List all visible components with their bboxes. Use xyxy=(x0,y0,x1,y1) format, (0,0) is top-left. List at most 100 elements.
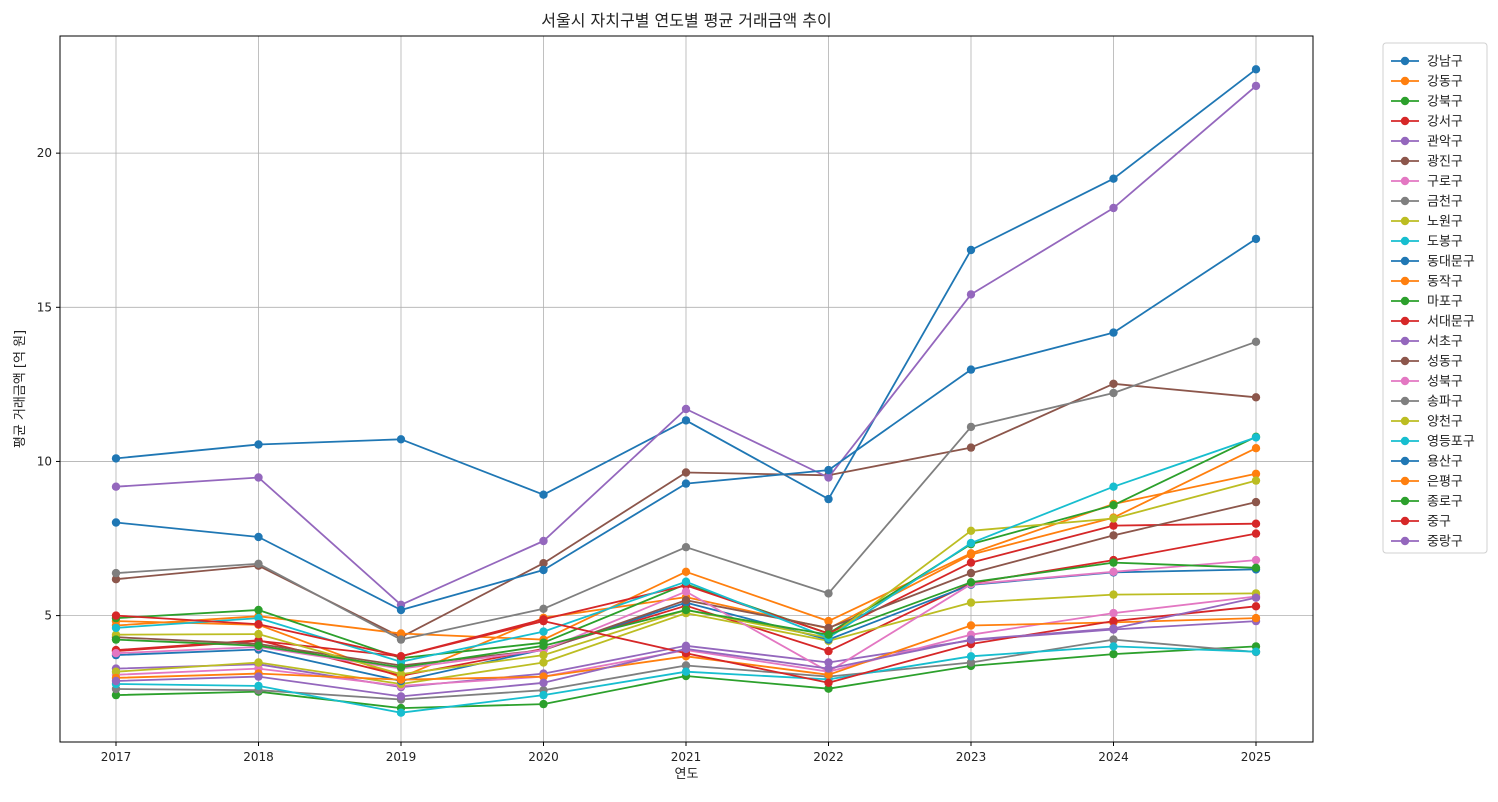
data-point xyxy=(1251,65,1261,74)
x-tick-label: 2021 xyxy=(671,750,702,764)
series-lines xyxy=(111,65,1261,717)
data-point xyxy=(539,678,548,687)
legend-label: 강남구 xyxy=(1427,55,1463,70)
legend-label: 성북구 xyxy=(1427,375,1463,390)
data-point xyxy=(1109,608,1118,618)
data-point xyxy=(824,678,833,687)
data-point xyxy=(966,652,976,661)
legend-marker xyxy=(1400,436,1410,446)
data-point xyxy=(111,568,121,578)
data-point xyxy=(1251,497,1261,507)
data-point xyxy=(1251,476,1261,485)
data-point xyxy=(681,644,691,654)
legend-item: 노원구 xyxy=(1391,215,1463,230)
data-point xyxy=(396,675,406,684)
data-point xyxy=(111,649,121,658)
data-point xyxy=(1109,328,1118,337)
data-point xyxy=(539,641,548,650)
data-point xyxy=(966,658,976,667)
data-point xyxy=(396,692,406,701)
data-point xyxy=(824,658,833,667)
data-point xyxy=(966,598,976,607)
data-point xyxy=(681,596,691,605)
data-point xyxy=(824,589,833,598)
series-강남구 xyxy=(111,65,1261,504)
data-point xyxy=(966,526,976,535)
legend-item: 강서구 xyxy=(1391,115,1463,130)
y-tick-label: 20 xyxy=(37,146,52,160)
x-tick-label: 2020 xyxy=(528,750,559,764)
legend-item: 도봉구 xyxy=(1391,235,1463,250)
legend-label: 구로구 xyxy=(1427,175,1463,190)
data-point xyxy=(824,664,833,673)
series-송파구 xyxy=(111,337,1261,644)
data-point xyxy=(966,578,976,587)
legend-label: 중구 xyxy=(1427,515,1451,530)
data-point xyxy=(111,635,121,644)
legend-marker xyxy=(1400,356,1410,366)
data-point xyxy=(824,630,833,639)
legend-item: 강북구 xyxy=(1391,95,1463,110)
series-서초구 xyxy=(111,81,1261,609)
legend-item: 관악구 xyxy=(1391,135,1463,150)
data-point xyxy=(539,490,548,499)
data-point xyxy=(1109,531,1118,540)
data-point xyxy=(396,708,406,717)
data-point xyxy=(396,605,406,615)
data-point xyxy=(824,494,833,504)
data-point xyxy=(1109,649,1118,659)
legend-item: 금천구 xyxy=(1391,195,1463,210)
data-point xyxy=(681,667,691,676)
legend-label: 송파구 xyxy=(1427,395,1463,410)
data-point xyxy=(681,567,691,576)
data-point xyxy=(1251,337,1261,346)
data-point xyxy=(111,623,121,633)
legend-marker xyxy=(1400,256,1410,266)
data-point xyxy=(254,641,263,650)
legend-marker xyxy=(1400,316,1410,326)
legend-marker xyxy=(1400,236,1410,246)
legend-item: 강동구 xyxy=(1391,75,1463,90)
legend-item: 중랑구 xyxy=(1391,535,1463,550)
data-point xyxy=(1251,433,1261,442)
data-point xyxy=(1251,393,1261,402)
x-tick-label: 2024 xyxy=(1098,750,1129,764)
data-point xyxy=(681,404,691,414)
legend-label: 서대문구 xyxy=(1427,315,1475,330)
legend-label: 강서구 xyxy=(1427,115,1463,130)
legend-marker xyxy=(1400,456,1410,466)
data-point xyxy=(1251,444,1261,453)
x-tick-label: 2022 xyxy=(813,750,844,764)
data-point xyxy=(1109,482,1118,491)
data-point xyxy=(254,473,263,482)
legend-label: 도봉구 xyxy=(1427,235,1463,250)
data-point xyxy=(824,465,833,475)
data-point xyxy=(681,468,691,477)
legend-marker xyxy=(1400,496,1410,506)
data-point xyxy=(539,627,548,636)
legend-label: 은평구 xyxy=(1427,475,1463,490)
data-point xyxy=(254,629,263,639)
chart-title: 서울시 자치구별 연도별 평균 거래금액 추이 xyxy=(541,11,831,30)
data-point xyxy=(1109,388,1118,398)
data-point xyxy=(1109,635,1118,644)
legend-item: 용산구 xyxy=(1391,455,1463,470)
data-point xyxy=(1251,519,1261,528)
data-point xyxy=(1251,602,1261,611)
legend-label: 종로구 xyxy=(1427,495,1463,510)
data-point xyxy=(966,549,976,558)
data-point xyxy=(1251,469,1261,478)
data-point xyxy=(966,245,976,255)
legend: 강남구강동구강북구강서구관악구광진구구로구금천구노원구도봉구동대문구동작구마포구… xyxy=(1382,42,1488,554)
legend-marker xyxy=(1400,156,1410,166)
legend-item: 동작구 xyxy=(1391,275,1463,290)
legend-box xyxy=(1382,42,1488,554)
legend-marker xyxy=(1400,516,1410,526)
x-tick-label: 2025 xyxy=(1241,750,1272,764)
legend-item: 양천구 xyxy=(1391,415,1463,430)
data-point xyxy=(966,568,976,578)
data-point xyxy=(1109,514,1118,523)
data-point xyxy=(824,646,833,656)
